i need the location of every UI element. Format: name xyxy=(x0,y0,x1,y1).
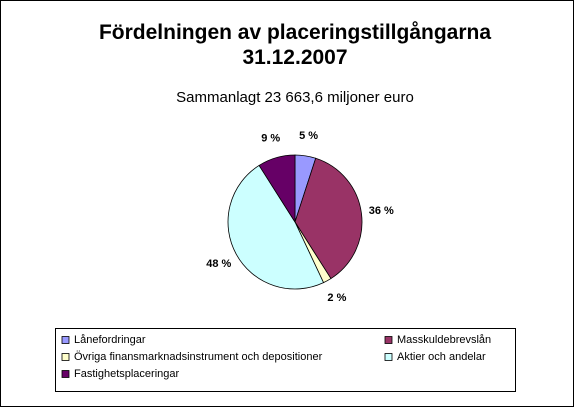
pie-slice xyxy=(227,164,325,290)
legend-swatch xyxy=(61,370,70,378)
chart-subtitle: Sammanlagt 23 663,6 miljoner euro xyxy=(176,89,414,106)
legend-swatch xyxy=(61,353,70,361)
data-label: 36 % xyxy=(369,205,394,217)
chart-title: Fördelningen av placeringstillgångarna 3… xyxy=(98,21,492,69)
legend-swatch xyxy=(384,336,393,344)
pie-slice xyxy=(258,154,296,224)
data-label: 9 % xyxy=(261,132,280,144)
legend-label: Övriga finansmarknadsinstrument och depo… xyxy=(74,351,323,363)
pie-slice xyxy=(294,157,363,280)
legend-box xyxy=(55,328,516,392)
legend-label: Masskuldebrevslån xyxy=(397,334,491,346)
legend-swatch xyxy=(384,353,393,361)
legend-swatch xyxy=(61,336,70,344)
data-label: 2 % xyxy=(327,292,346,304)
data-label: 5 % xyxy=(299,130,318,142)
data-label: 48 % xyxy=(206,258,231,270)
legend-label: Fastighetsplaceringar xyxy=(74,368,180,380)
legend-label: Lånefordringar xyxy=(74,334,146,346)
legend-label: Aktier och andelar xyxy=(397,351,486,363)
